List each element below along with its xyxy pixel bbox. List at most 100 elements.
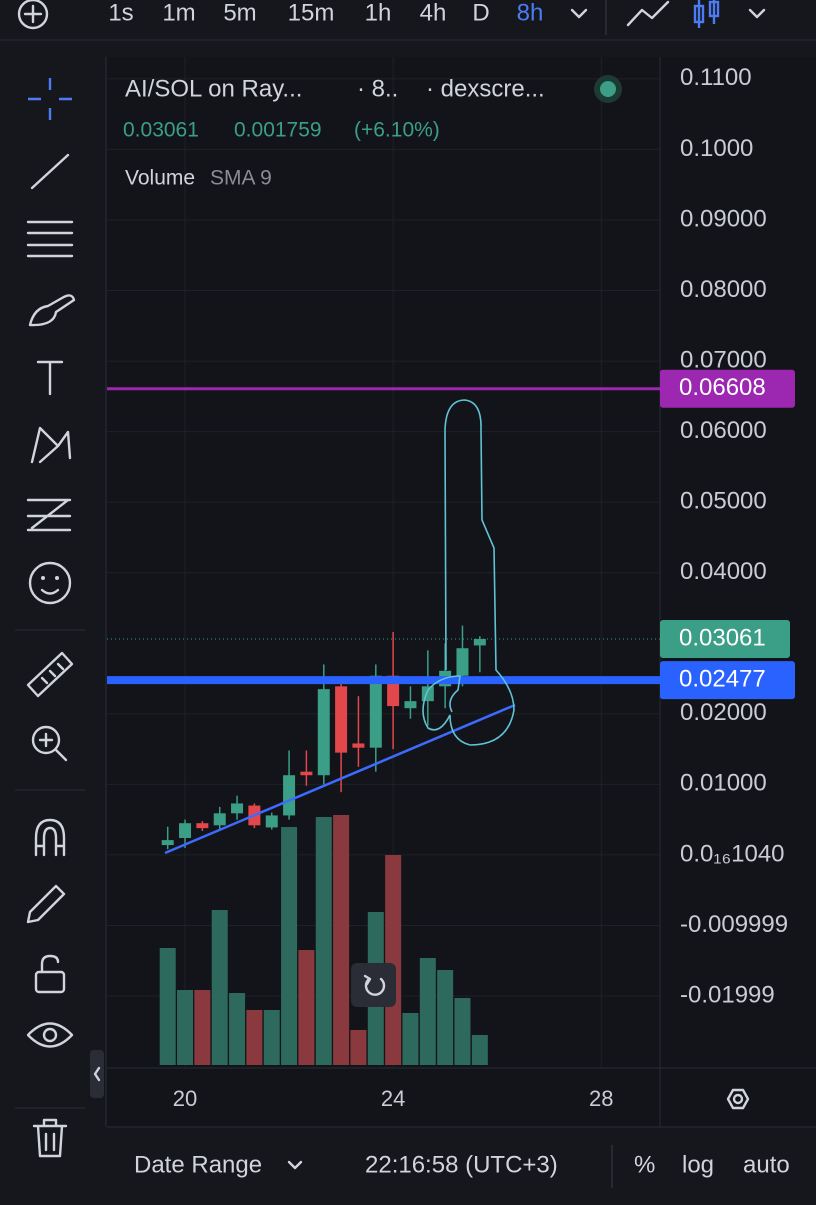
- delete-tool[interactable]: [32, 1118, 68, 1158]
- candle-body: [213, 813, 226, 826]
- timeframe[interactable]: 5m: [223, 0, 256, 26]
- candle-body: [317, 689, 330, 776]
- y-tick-label: 0.05000: [680, 488, 767, 515]
- add-button[interactable]: [17, 0, 49, 30]
- timeframe[interactable]: 4h: [420, 0, 447, 26]
- volume-bar: [419, 958, 436, 1065]
- volume-bar: [333, 815, 350, 1065]
- ruler-tool[interactable]: [26, 651, 74, 698]
- chart-type-dropdown[interactable]: [748, 8, 766, 19]
- crosshair-tool[interactable]: [28, 78, 72, 120]
- volume-bar: [402, 1013, 419, 1065]
- candle-body: [300, 771, 313, 776]
- replay-button[interactable]: [351, 963, 396, 1007]
- settings-button[interactable]: [726, 1088, 750, 1110]
- volume-bar: [298, 950, 315, 1065]
- price-change-pct: (+6.10%): [354, 119, 440, 142]
- y-tick-label: 0.1000: [680, 135, 753, 162]
- zoom-tool[interactable]: [31, 725, 68, 762]
- volume-bar: [246, 1010, 263, 1065]
- freehand-drawing: [444, 429, 447, 671]
- candle-body: [265, 815, 278, 828]
- price-line-box: [660, 661, 795, 700]
- timeframe[interactable]: 15m: [288, 0, 335, 26]
- lock-drawings-tool[interactable]: [26, 884, 66, 924]
- date-range-dropdown[interactable]: [287, 1160, 303, 1170]
- price-change: 0.001759: [234, 119, 322, 142]
- fib-tool[interactable]: [26, 220, 74, 258]
- y-tick-label: 0.06000: [680, 417, 767, 444]
- timeframe[interactable]: 1h: [365, 0, 392, 26]
- freehand-drawing: [422, 399, 515, 746]
- volume-bar: [454, 998, 471, 1065]
- timeframe[interactable]: 1m: [162, 0, 195, 26]
- timeframes: 1s 1m 5m 15m 1h 4h D 8h: [108, 0, 543, 26]
- volume-bar: [281, 827, 298, 1065]
- source: · dexscre...: [426, 75, 545, 102]
- plot: 0.1100 0.1000 0.09000 0.08000 0.07000 0.06000…: [107, 57, 795, 1111]
- indicator-param: SMA 9: [210, 167, 272, 190]
- volume-bar: [385, 855, 402, 1065]
- volume-bar: [315, 817, 332, 1065]
- volume-bar: [211, 910, 228, 1065]
- status-dot: [600, 81, 616, 97]
- timeframe[interactable]: D: [472, 0, 489, 26]
- collapse-handle[interactable]: [90, 1050, 104, 1098]
- emoji-tool[interactable]: [28, 561, 72, 605]
- percent-toggle[interactable]: %: [634, 1151, 655, 1178]
- candle-body: [283, 775, 296, 816]
- candle-body: [161, 840, 174, 846]
- text-tool[interactable]: [36, 360, 64, 396]
- trendline-tool[interactable]: [30, 153, 70, 190]
- last-price-label: 0.03061: [679, 624, 766, 651]
- candle-body: [352, 743, 365, 748]
- candle-body: [473, 638, 486, 646]
- volume-bar: [194, 990, 211, 1065]
- y-tick-label: 0.09000: [680, 205, 767, 232]
- magnet-tool[interactable]: [34, 818, 66, 857]
- line-chart-icon[interactable]: [626, 0, 670, 27]
- interval: · 8..: [357, 75, 398, 102]
- auto-toggle[interactable]: auto: [743, 1151, 790, 1178]
- volume-bar: [263, 1010, 280, 1065]
- volume-bar: [437, 970, 454, 1065]
- y-tick-label: 0.0₁₆1040: [680, 840, 785, 867]
- indicator: Volume: [125, 167, 195, 190]
- candle-body: [369, 675, 382, 748]
- y-tick-label: 0.07000: [680, 346, 767, 373]
- visibility-tool[interactable]: [26, 1022, 74, 1048]
- volume-bar: [177, 990, 194, 1065]
- x-tick-label: 28: [589, 1086, 613, 1111]
- volume-bar: [471, 1035, 488, 1065]
- brush-tool[interactable]: [28, 294, 76, 327]
- x-tick-label: 24: [381, 1086, 405, 1111]
- candle-body: [335, 686, 348, 753]
- candle-body: [231, 803, 244, 814]
- last-price: 0.03061: [123, 119, 199, 142]
- pattern-tool[interactable]: [30, 426, 72, 464]
- last-price-box: [660, 619, 790, 658]
- timeframe[interactable]: 8h: [517, 0, 544, 26]
- timeframe[interactable]: 1s: [108, 0, 133, 26]
- timeframe-dropdown[interactable]: [570, 8, 588, 19]
- candle-chart-icon[interactable]: [693, 0, 720, 28]
- symbol: AI/SOL on Ray...: [125, 75, 302, 102]
- unlock-tool[interactable]: [34, 954, 66, 994]
- y-tick-label: 0.08000: [680, 276, 767, 303]
- volume-bar: [350, 1030, 367, 1065]
- log-toggle[interactable]: log: [682, 1151, 714, 1178]
- prediction-tool[interactable]: [26, 498, 72, 532]
- x-tick-label: 20: [173, 1086, 197, 1111]
- date-range[interactable]: Date Range: [134, 1151, 262, 1178]
- price-line-label: 0.02477: [679, 666, 766, 693]
- y-tick-label: 0.01000: [680, 770, 767, 797]
- y-tick-label: 0.02000: [680, 699, 767, 726]
- candle-body: [179, 823, 192, 839]
- y-tick-label: -0.01999: [680, 981, 775, 1008]
- y-tick-label: 0.04000: [680, 558, 767, 585]
- y-tick-label: -0.009999: [680, 911, 788, 938]
- y-tick-label: 0.1100: [680, 64, 752, 91]
- volume-bar: [159, 948, 176, 1065]
- drawn-trendline: [164, 703, 516, 855]
